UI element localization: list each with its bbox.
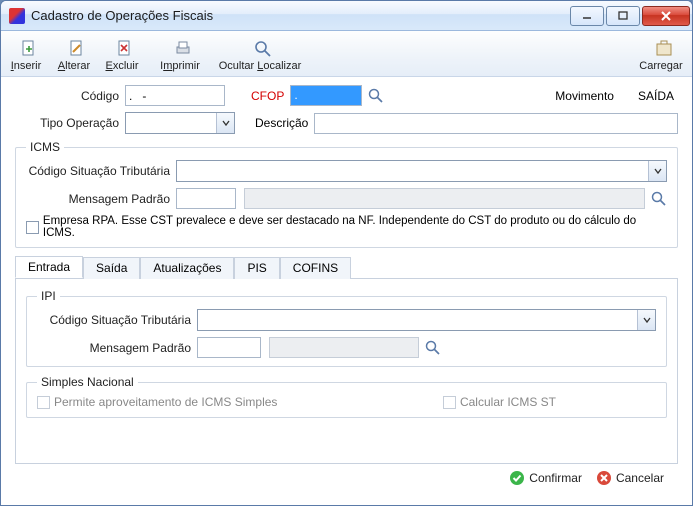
titlebar: Cadastro de Operações Fiscais bbox=[1, 1, 692, 31]
imprimir-icon bbox=[173, 39, 193, 59]
app-icon bbox=[9, 8, 25, 24]
cancel-icon bbox=[596, 470, 612, 486]
maximize-button[interactable] bbox=[606, 6, 640, 26]
carregar-label: Carregar bbox=[639, 60, 688, 72]
imprimir-button[interactable]: Imprimir bbox=[159, 37, 207, 74]
icms-msg-display bbox=[244, 188, 645, 209]
content-area: Código CFOP . Movimento SAÍDA Tipo Opera… bbox=[1, 77, 692, 505]
icms-msg-input[interactable] bbox=[176, 188, 236, 209]
inserir-label: Inserir bbox=[11, 60, 48, 72]
confirmar-button[interactable]: Confirmar bbox=[509, 470, 582, 486]
ipi-msg-label: Mensagem Padrão bbox=[37, 341, 197, 355]
excluir-icon bbox=[115, 39, 135, 59]
tipo-operacao-label: Tipo Operação bbox=[15, 116, 125, 130]
confirm-icon bbox=[509, 470, 525, 486]
rpa-checkbox[interactable] bbox=[26, 221, 39, 234]
ipi-fieldset: IPI Código Situação Tributária Mensagem … bbox=[26, 289, 667, 367]
simples-legend: Simples Nacional bbox=[37, 375, 138, 389]
cfop-label: CFOP bbox=[251, 89, 284, 103]
ocultar-localizar-button[interactable]: Ocultar Localizar bbox=[217, 37, 309, 74]
icms-msg-label: Mensagem Padrão bbox=[26, 192, 176, 206]
aproveitamento-checkbox[interactable] bbox=[37, 396, 50, 409]
movimento-label: Movimento bbox=[555, 89, 614, 103]
icms-msg-search-icon[interactable] bbox=[651, 191, 667, 207]
inserir-button[interactable]: Inserir bbox=[5, 37, 53, 74]
chevron-down-icon bbox=[637, 310, 655, 330]
ipi-cst-label: Código Situação Tributária bbox=[37, 313, 197, 327]
chevron-down-icon bbox=[648, 161, 666, 181]
ipi-msg-display bbox=[269, 337, 419, 358]
ipi-msg-input[interactable] bbox=[197, 337, 261, 358]
icms-fieldset: ICMS Código Situação Tributária Mensagem… bbox=[15, 140, 678, 248]
calcular-label: Calcular ICMS ST bbox=[460, 395, 556, 409]
alterar-button[interactable]: Alterar bbox=[53, 37, 101, 74]
tab-panel-entrada: IPI Código Situação Tributária Mensagem … bbox=[15, 278, 678, 464]
search-icon bbox=[253, 39, 273, 59]
app-window: Cadastro de Operações Fiscais Inserir bbox=[0, 0, 693, 506]
tab-saida[interactable]: Saída bbox=[83, 257, 140, 279]
cfop-input[interactable]: . bbox=[290, 85, 362, 106]
movimento-value: SAÍDA bbox=[638, 89, 674, 103]
rpa-label: Empresa RPA. Esse CST prevalece e deve s… bbox=[43, 215, 667, 239]
tabs: Entrada Saída Atualizações PIS COFINS bbox=[15, 256, 678, 279]
descricao-label: Descrição bbox=[255, 116, 308, 130]
descricao-input[interactable] bbox=[314, 113, 678, 134]
excluir-button[interactable]: Excluir bbox=[101, 37, 149, 74]
tab-atualizacoes[interactable]: Atualizações bbox=[140, 257, 234, 279]
window-title: Cadastro de Operações Fiscais bbox=[31, 8, 213, 23]
footer: Confirmar Cancelar bbox=[15, 464, 678, 496]
alterar-label: Alterar bbox=[58, 60, 96, 72]
aproveitamento-label: Permite aproveitamento de ICMS Simples bbox=[54, 395, 277, 409]
icms-cst-label: Código Situação Tributária bbox=[26, 164, 176, 178]
ipi-legend: IPI bbox=[37, 289, 60, 303]
tab-cofins[interactable]: COFINS bbox=[280, 257, 351, 279]
cancelar-label: Cancelar bbox=[616, 471, 664, 485]
excluir-label: Excluir bbox=[105, 60, 144, 72]
icms-legend: ICMS bbox=[26, 140, 64, 154]
simples-fieldset: Simples Nacional Permite aproveitamento … bbox=[26, 375, 667, 418]
ipi-msg-search-icon[interactable] bbox=[425, 340, 441, 356]
carregar-button[interactable]: Carregar bbox=[640, 37, 688, 74]
tab-pis[interactable]: PIS bbox=[234, 257, 279, 279]
confirmar-label: Confirmar bbox=[529, 471, 582, 485]
window-controls bbox=[568, 6, 690, 26]
chevron-down-icon bbox=[216, 113, 234, 133]
icms-cst-select[interactable] bbox=[176, 160, 667, 182]
inserir-icon bbox=[19, 39, 39, 59]
tab-entrada[interactable]: Entrada bbox=[15, 256, 83, 278]
tipo-operacao-select[interactable] bbox=[125, 112, 235, 134]
cancelar-button[interactable]: Cancelar bbox=[596, 470, 664, 486]
ocultar-label: Ocultar Localizar bbox=[219, 60, 308, 72]
ipi-cst-select[interactable] bbox=[197, 309, 656, 331]
cfop-search-icon[interactable] bbox=[368, 88, 384, 104]
imprimir-label: Imprimir bbox=[160, 60, 206, 72]
carregar-icon bbox=[654, 39, 674, 59]
close-button[interactable] bbox=[642, 6, 690, 26]
alterar-icon bbox=[67, 39, 87, 59]
codigo-label: Código bbox=[15, 89, 125, 103]
minimize-button[interactable] bbox=[570, 6, 604, 26]
calcular-checkbox[interactable] bbox=[443, 396, 456, 409]
codigo-input[interactable] bbox=[125, 85, 225, 106]
toolbar: Inserir Alterar Excluir Imprimir O bbox=[1, 31, 692, 77]
